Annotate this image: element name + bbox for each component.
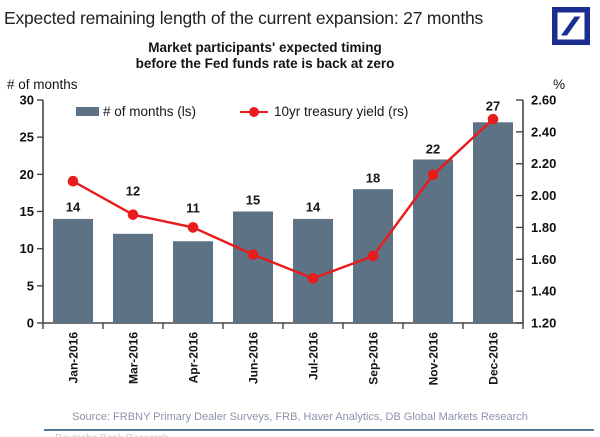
left-axis-tick-label: 20 bbox=[20, 167, 34, 182]
bar bbox=[473, 122, 513, 323]
bar-value-label: 15 bbox=[246, 193, 260, 208]
line-swatch-dot bbox=[249, 106, 260, 117]
chart-title-line2: before the Fed funds rate is back at zer… bbox=[135, 56, 395, 71]
legend-label-months: # of months (ls) bbox=[103, 104, 197, 119]
yield-line-point bbox=[127, 209, 139, 220]
x-axis-label: Mar-2016 bbox=[127, 332, 141, 384]
yield-line bbox=[72, 118, 494, 280]
chart-title-line1: Market participants' expected timing bbox=[148, 40, 382, 55]
left-axis-tick-label: 25 bbox=[20, 130, 34, 145]
yield-line-point bbox=[247, 249, 259, 260]
legend-item-months: # of months (ls) bbox=[76, 104, 196, 119]
yield-line-point bbox=[427, 169, 439, 181]
x-axis-label: Dec-2016 bbox=[487, 332, 501, 385]
line-swatch-icon bbox=[240, 106, 269, 118]
bar-value-label: 14 bbox=[66, 200, 81, 215]
chart-legend: # of months (ls) 10yr treasury yield (rs… bbox=[76, 104, 408, 119]
bar bbox=[53, 218, 93, 323]
bar-value-label: 11 bbox=[186, 201, 200, 216]
left-axis-tick-label: 0 bbox=[27, 316, 34, 331]
x-axis-label: Jul-2016 bbox=[307, 332, 321, 380]
yield-line-point bbox=[487, 113, 499, 125]
bar bbox=[113, 233, 153, 323]
left-axis-tick-label: 5 bbox=[27, 278, 34, 293]
source-note: Source: FRBNY Primary Dealer Surveys, FR… bbox=[72, 411, 528, 423]
left-axis-tick-label: 30 bbox=[20, 93, 34, 108]
yield-line-point bbox=[307, 273, 319, 284]
right-axis-tick-label: 1.60 bbox=[531, 252, 556, 267]
bar-value-label: 14 bbox=[306, 200, 321, 215]
x-axis-label: Jan-2016 bbox=[67, 332, 81, 384]
yield-line-point bbox=[187, 222, 199, 233]
x-axis-label: Apr-2016 bbox=[187, 332, 201, 384]
page-title: Expected remaining length of the current… bbox=[4, 8, 484, 28]
right-axis-tick-label: 1.80 bbox=[531, 220, 556, 235]
yield-line-point bbox=[67, 175, 79, 187]
footer-divider bbox=[44, 429, 594, 431]
legend-label-yield: 10yr treasury yield (rs) bbox=[274, 104, 409, 119]
chart-title: Market participants' expected timing bef… bbox=[25, 40, 505, 72]
left-axis-unit-label: # of months bbox=[7, 77, 78, 92]
right-axis-tick-label: 2.60 bbox=[531, 93, 556, 108]
footer-watermark: Deutsche Bank Research bbox=[55, 433, 168, 437]
x-axis-label: Nov-2016 bbox=[427, 332, 441, 386]
logo-slash bbox=[561, 16, 581, 36]
x-axis-label: Jun-2016 bbox=[247, 332, 261, 384]
right-axis-tick-label: 2.00 bbox=[531, 188, 556, 203]
bar-value-label: 22 bbox=[426, 142, 440, 157]
bar-swatch-icon bbox=[76, 107, 99, 116]
left-axis-tick-label: 15 bbox=[20, 204, 34, 219]
right-axis-unit-label: % bbox=[553, 77, 566, 92]
right-axis-tick-label: 2.20 bbox=[531, 156, 556, 171]
left-axis-tick-label: 10 bbox=[20, 241, 34, 256]
bar-value-label: 18 bbox=[366, 171, 380, 186]
bar bbox=[293, 218, 333, 323]
bar bbox=[413, 159, 453, 323]
right-axis-tick-label: 2.40 bbox=[531, 124, 556, 139]
right-axis-tick-label: 1.40 bbox=[531, 284, 556, 299]
bar-value-label: 12 bbox=[126, 184, 140, 199]
bar bbox=[173, 241, 213, 323]
legend-item-yield: 10yr treasury yield (rs) bbox=[240, 104, 408, 119]
yield-line-point bbox=[367, 250, 379, 262]
deutsche-bank-logo-icon bbox=[552, 7, 590, 45]
bar-value-label: 27 bbox=[486, 99, 500, 114]
bar bbox=[233, 211, 273, 323]
x-axis-label: Sep-2016 bbox=[367, 332, 381, 385]
right-axis-tick-label: 1.20 bbox=[531, 316, 556, 331]
